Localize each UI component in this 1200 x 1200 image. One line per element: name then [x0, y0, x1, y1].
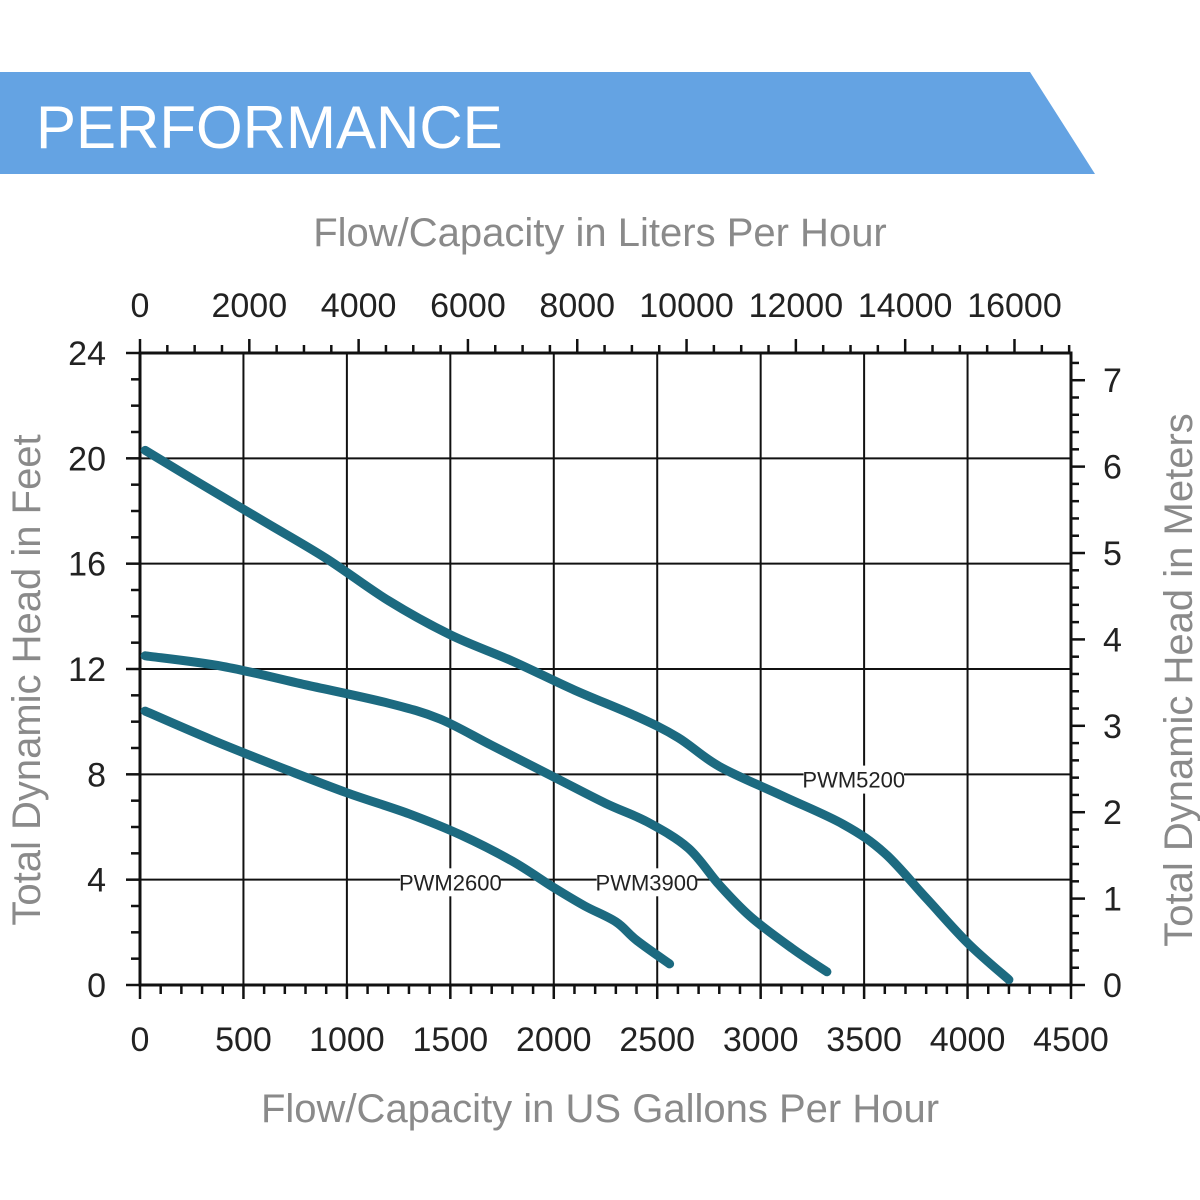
series-line-pwm2600	[140, 706, 675, 969]
top-axis-title: Flow/Capacity in Liters Per Hour	[313, 211, 887, 255]
top-tick-label: 10000	[639, 287, 734, 325]
bottom-tick-label: 1000	[309, 1021, 385, 1059]
left-tick-label: 20	[68, 440, 106, 478]
series-label-bg	[596, 868, 698, 897]
bottom-tick-label: 3000	[723, 1021, 799, 1059]
series-label-pwm5200: PWM5200	[802, 768, 905, 793]
right-axis-title: Total Dynamic Head in Meters	[1157, 413, 1200, 947]
left-tick-label: 8	[87, 756, 106, 794]
left-tick-label: 16	[68, 546, 106, 584]
right-tick-label: 5	[1103, 535, 1122, 573]
bottom-axis-title: Flow/Capacity in US Gallons Per Hour	[261, 1087, 939, 1131]
series-label-pwm2600: PWM2600	[399, 870, 502, 895]
right-tick-label: 0	[1103, 967, 1122, 1005]
series-lines	[140, 445, 1014, 985]
bottom-tick-label: 2500	[619, 1021, 695, 1059]
top-tick-label: 6000	[430, 287, 506, 325]
right-tick-label: 4	[1103, 621, 1122, 659]
banner-title: PERFORMANCE	[36, 94, 503, 161]
left-axis-title: Total Dynamic Head in Feet	[5, 434, 49, 925]
series-line-pwm3900	[140, 651, 832, 977]
right-tick-label: 3	[1103, 708, 1122, 746]
bottom-tick-label: 4000	[930, 1021, 1006, 1059]
series-label-bg	[803, 765, 904, 794]
bottom-tick-label: 1500	[413, 1021, 489, 1059]
bottom-tick-label: 4500	[1033, 1021, 1109, 1059]
banner-background	[0, 72, 1095, 174]
right-tick-label: 7	[1103, 362, 1122, 400]
right-tick-label: 1	[1103, 881, 1122, 919]
top-tick-label: 8000	[539, 287, 615, 325]
bottom-tick-label: 3500	[826, 1021, 902, 1059]
plot-frame	[138, 351, 1073, 987]
top-tick-label: 4000	[321, 287, 397, 325]
top-tick-label: 2000	[211, 287, 287, 325]
top-tick-label: 12000	[749, 287, 844, 325]
tick-labels: 0 500 1000 1500 2000 2500 3000 3500 4000 45000481…	[68, 287, 1122, 1059]
right-tick-label: 6	[1103, 449, 1122, 487]
top-tick-label: 0	[131, 287, 150, 325]
series-annotations: PWM2600 PWM3900 PWM5200	[399, 765, 905, 897]
left-tick-label: 4	[87, 862, 106, 900]
series-label-bg	[400, 868, 501, 897]
bottom-tick-label: 0	[131, 1021, 150, 1059]
top-tick-label: 16000	[967, 287, 1062, 325]
series-label-pwm3900: PWM3900	[596, 870, 699, 895]
top-tick-label: 14000	[858, 287, 953, 325]
bottom-tick-label: 500	[215, 1021, 272, 1059]
right-tick-label: 2	[1103, 794, 1122, 832]
bottom-tick-label: 2000	[516, 1021, 592, 1059]
series-line-pwm5200	[140, 445, 1014, 985]
left-tick-label: 24	[68, 335, 106, 373]
left-tick-label: 0	[87, 967, 106, 1005]
left-tick-label: 12	[68, 651, 106, 689]
